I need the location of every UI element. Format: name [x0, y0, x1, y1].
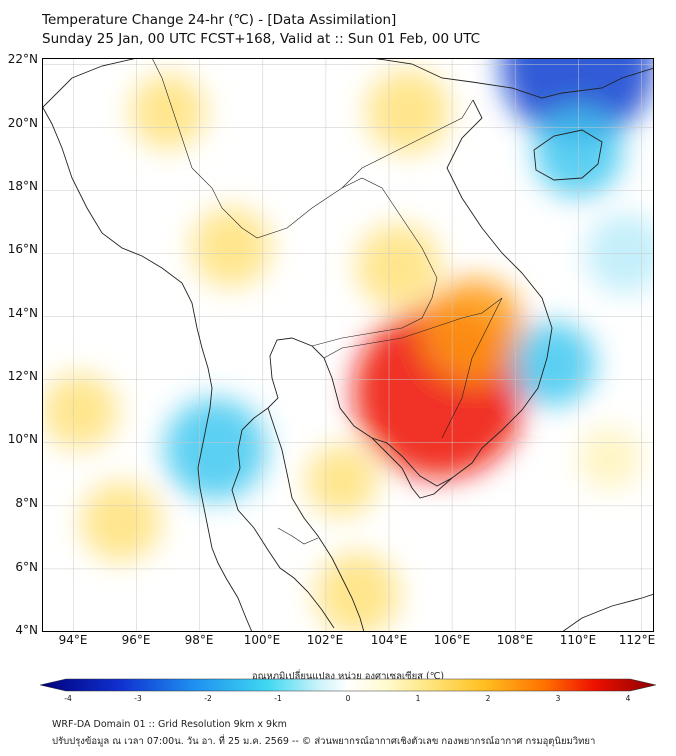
anomaly-cambodia-east-warm [423, 278, 525, 381]
lon-tick-100: 100°E [243, 633, 281, 647]
colorbar [40, 678, 656, 692]
colorbar-tick-0: 0 [345, 694, 351, 703]
temperature-change-map [42, 58, 654, 632]
lon-tick-96: 96°E [121, 633, 151, 647]
anomaly-andaman-sea-cold [164, 398, 267, 500]
anomaly-bay-of-bengal-warm [42, 373, 118, 449]
lat-tick-22: 22°N [7, 52, 38, 66]
lat-tick-4: 4°N [15, 623, 38, 637]
lat-tick-12: 12°N [7, 369, 38, 383]
lon-tick-102: 102°E [306, 633, 344, 647]
mekong-delta-coast [371, 437, 453, 499]
anomaly-gulf-of-thailand-warm [306, 445, 378, 517]
lat-tick-18: 18°N [7, 179, 38, 193]
lon-tick-110: 110°E [559, 633, 597, 647]
colorbar-tick-1: 1 [415, 694, 421, 703]
cambodia-border [323, 297, 503, 439]
lon-tick-112: 112°E [618, 633, 656, 647]
lon-tick-98: 98°E [184, 633, 214, 647]
graticule [42, 58, 654, 632]
anomaly-vietnam-coast-cold [511, 321, 596, 406]
lat-tick-6: 6°N [15, 560, 38, 574]
lon-tick-106: 106°E [433, 633, 471, 647]
colorbar-label: อุณหภูมิเปลี่ยนแปลง หน่วย องศาเซลเซียส (… [251, 671, 445, 682]
lat-tick-20: 20°N [7, 116, 38, 130]
country-borders [151, 58, 503, 545]
anomaly-laos-north-warm [365, 69, 450, 154]
lon-tick-108: 108°E [496, 633, 534, 647]
update-credit: ปรับปรุงข้อมูล ณ เวลา 07:00น. วัน อา. ที… [52, 736, 596, 747]
map-frame [42, 58, 654, 632]
hainan-coastline [533, 129, 603, 181]
anomaly-south-warm [315, 552, 400, 632]
anomaly-central-thailand-warm [191, 207, 272, 288]
myanmar-border [151, 58, 193, 169]
colorbar-tick-neg3: -3 [134, 694, 142, 703]
lat-tick-16: 16°N [7, 242, 38, 256]
anomaly-northeast-thailand-warm [356, 224, 441, 309]
lat-tick-14: 14°N [7, 306, 38, 320]
colorbar-tick-4: 4 [625, 694, 631, 703]
malaysia-border [277, 527, 319, 545]
map-title: Temperature Change 24-hr (℃) - [Data Ass… [42, 12, 397, 28]
colorbar-tick-neg4: -4 [64, 694, 72, 703]
anomaly-south-china-sea-warm [578, 427, 641, 490]
anomaly-myanmar-north-warm [130, 74, 206, 150]
lon-tick-104: 104°E [370, 633, 408, 647]
lat-tick-8: 8°N [15, 496, 38, 510]
thailand-border [191, 167, 438, 347]
lat-tick-10: 10°N [7, 432, 38, 446]
model-info: WRF-DA Domain 01 :: Grid Resolution 9km … [52, 719, 287, 730]
borneo-coastline [561, 593, 654, 632]
map-subtitle: Sunday 25 Jan, 00 UTC FCST+168, Valid at… [42, 31, 481, 47]
peninsula-east-coast [267, 407, 365, 632]
mainland-coastline [42, 58, 654, 629]
lon-tick-94: 94°E [58, 633, 88, 647]
colorbar-tick-neg2: -2 [204, 694, 212, 703]
colorbar-tick-2: 2 [485, 694, 491, 703]
colorbar-tick-neg1: -1 [274, 694, 282, 703]
anomaly-andaman-warm [81, 481, 161, 562]
myanmar-coastline [42, 105, 253, 632]
laos-border [341, 99, 474, 189]
coastlines [42, 58, 654, 632]
colorbar-tick-3: 3 [555, 694, 561, 703]
anomaly-south-china-cold [501, 58, 654, 142]
colorbar-ramp [40, 678, 656, 692]
